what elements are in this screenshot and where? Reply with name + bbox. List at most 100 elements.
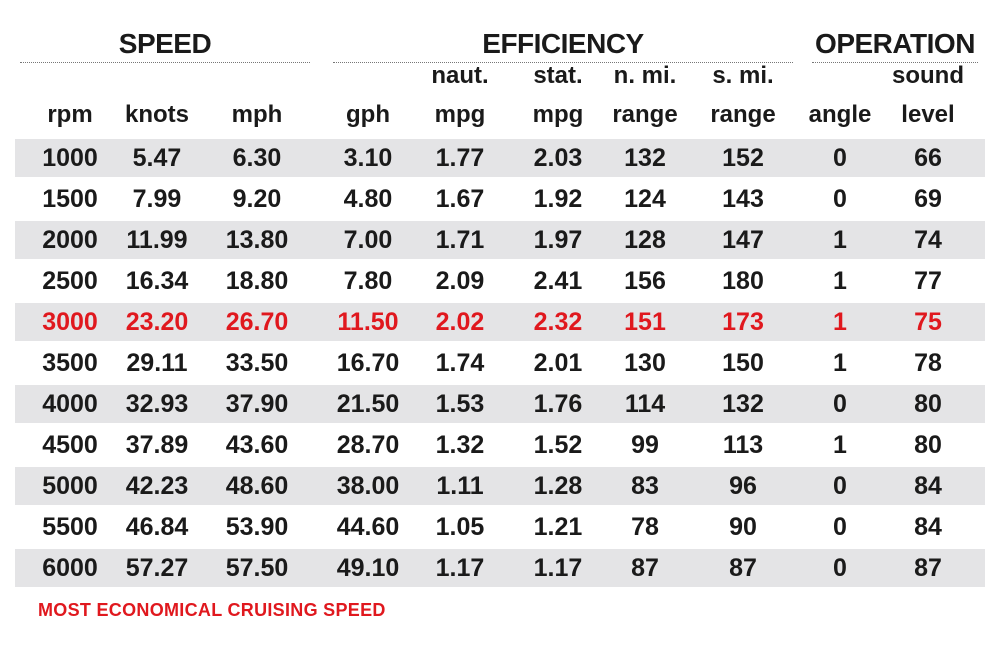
- table-cell: 7.99: [132, 185, 182, 213]
- table-cell: 5.47: [132, 144, 182, 172]
- table-row: 1000 5.47 6.30 3.10 1.77 2.03 132 152 0 66: [15, 139, 985, 177]
- table-cell: 75: [914, 308, 942, 336]
- table-cell: 80: [914, 390, 942, 418]
- table-cell: 99: [631, 431, 659, 459]
- table-row: 6000 57.27 57.50 49.10 1.17 1.17 87 87 0 87: [15, 549, 985, 587]
- footnote: MOST ECONOMICAL CRUISING SPEED: [38, 600, 386, 620]
- table-cell: 87: [631, 554, 659, 582]
- table-cell: 26.70: [225, 308, 289, 336]
- table-cell: 77: [914, 267, 942, 295]
- table-cell: 113: [722, 431, 764, 459]
- group-title-speed: SPEED: [118, 28, 212, 59]
- table-cell: 0: [833, 390, 847, 418]
- table-cell: 13.80: [225, 226, 289, 254]
- table-cell: 11.99: [126, 226, 188, 254]
- table-cell: 96: [729, 472, 757, 500]
- table-cell: 38.00: [336, 472, 400, 500]
- table-cell: 1.11: [436, 472, 484, 500]
- table-cell: 57.50: [225, 554, 289, 582]
- table-cell: 18.80: [225, 267, 289, 295]
- table-cell: 84: [914, 513, 942, 541]
- column-header-top: n. mi.: [613, 62, 677, 89]
- table-cell: 16.34: [125, 267, 189, 295]
- table-cell: 0: [833, 472, 847, 500]
- table-cell: 49.10: [336, 554, 400, 582]
- table-cell: 7.00: [343, 226, 393, 254]
- table-cell: 132: [624, 144, 666, 172]
- table-cell: 128: [624, 226, 666, 254]
- table-cell: 7.80: [343, 267, 393, 295]
- table-cell: 4000: [42, 390, 98, 418]
- table-cell: 1.77: [435, 144, 485, 172]
- table-cell: 80: [914, 431, 942, 459]
- group-title-efficiency: EFFICIENCY: [482, 28, 644, 59]
- column-header-mpg: mpg: [434, 101, 486, 128]
- table-row: 1500 7.99 9.20 4.80 1.67 1.92 124 143 0 69: [15, 180, 985, 218]
- table-cell: 11.50: [337, 308, 399, 336]
- table-cell: 28.70: [336, 431, 400, 459]
- table-cell: 1: [833, 267, 847, 295]
- table-cell: 130: [624, 349, 666, 377]
- column-header-top: s. mi.: [712, 62, 774, 89]
- table-cell: 2.41: [533, 267, 583, 295]
- table-cell: 3.10: [343, 144, 393, 172]
- table-cell: 32.93: [125, 390, 189, 418]
- group-rule-operation: [812, 62, 978, 63]
- table-row: 4000 32.93 37.90 21.50 1.53 1.76 114 132 0 80: [15, 385, 985, 423]
- table-cell: 151: [624, 308, 666, 336]
- column-header-mpg: mpg: [532, 101, 584, 128]
- table-cell: 1: [833, 226, 847, 254]
- table-cell: 87: [914, 554, 942, 582]
- table-cell: 3500: [42, 349, 98, 377]
- table-cell: 5000: [42, 472, 98, 500]
- column-header-gph: gph: [346, 101, 390, 128]
- table-cell: 156: [624, 267, 666, 295]
- table-cell: 21.50: [336, 390, 400, 418]
- table-row-highlighted: 3000 23.20 26.70 11.50 2.02 2.32 151 173 1 75: [15, 303, 985, 341]
- table-cell: 78: [914, 349, 942, 377]
- column-header-top: naut.: [431, 62, 489, 89]
- table-cell: 1.76: [533, 390, 583, 418]
- group-rule-efficiency: [333, 62, 793, 63]
- table-cell: 2.32: [533, 308, 583, 336]
- column-header-range: range: [612, 101, 678, 128]
- table-cell: 33.50: [225, 349, 289, 377]
- table-cell: 152: [722, 144, 764, 172]
- column-header-range: range: [710, 101, 776, 128]
- table-cell: 180: [722, 267, 764, 295]
- column-header-top: sound: [892, 62, 964, 89]
- table-cell: 2.03: [533, 144, 583, 172]
- table-cell: 37.89: [125, 431, 189, 459]
- table-cell: 1.97: [533, 226, 583, 254]
- table-cell: 114: [624, 390, 666, 418]
- table-cell: 74: [914, 226, 942, 254]
- table-row: 2500 16.34 18.80 7.80 2.09 2.41 156 180 1 77: [15, 262, 985, 300]
- table-cell: 147: [722, 226, 764, 254]
- table-cell: 1500: [42, 185, 98, 213]
- table-cell: 44.60: [336, 513, 400, 541]
- table-cell: 48.60: [225, 472, 289, 500]
- table-cell: 1.17: [533, 554, 583, 582]
- table-cell: 6000: [42, 554, 98, 582]
- table-cell: 0: [833, 513, 847, 541]
- table-cell: 78: [631, 513, 659, 541]
- table-cell: 6.30: [232, 144, 282, 172]
- table-cell: 2.01: [533, 349, 583, 377]
- table-row: 2000 11.99 13.80 7.00 1.71 1.97 128 147 1 74: [15, 221, 985, 259]
- table-cell: 23.20: [125, 308, 189, 336]
- table-cell: 124: [624, 185, 666, 213]
- table-cell: 29.11: [126, 349, 188, 377]
- table-cell: 3000: [42, 308, 98, 336]
- table-cell: 1.17: [435, 554, 485, 582]
- table-row: 3500 29.11 33.50 16.70 1.74 2.01 130 150 1 78: [15, 344, 985, 382]
- table-cell: 37.90: [225, 390, 289, 418]
- table-row: 4500 37.89 43.60 28.70 1.32 1.52 99 113 1 80: [15, 426, 985, 464]
- table-cell: 53.90: [225, 513, 289, 541]
- table-cell: 42.23: [125, 472, 189, 500]
- table-cell: 9.20: [232, 185, 282, 213]
- table-cell: 2.09: [435, 267, 485, 295]
- column-header-knots: knots: [124, 101, 189, 128]
- table-cell: 1000: [42, 144, 98, 172]
- table-cell: 143: [722, 185, 764, 213]
- table-cell: 1.67: [435, 185, 485, 213]
